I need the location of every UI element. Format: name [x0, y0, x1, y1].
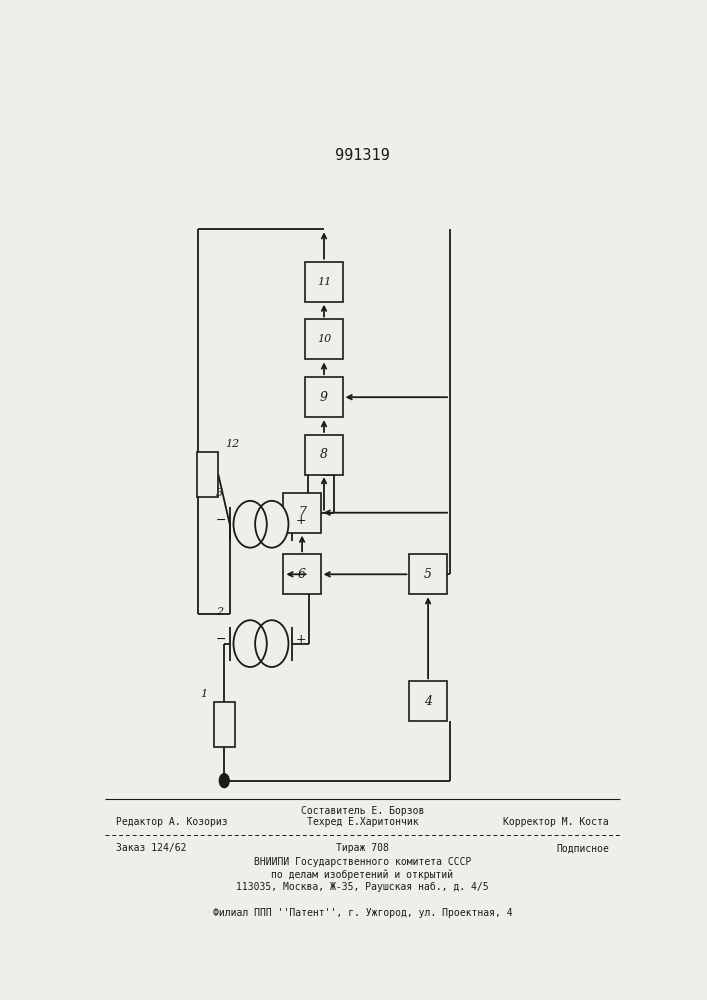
Circle shape	[255, 501, 288, 548]
Bar	[214, 702, 235, 747]
Text: Техред Е.Харитончик: Техред Е.Харитончик	[307, 817, 418, 827]
Bar	[409, 554, 447, 594]
Circle shape	[219, 774, 229, 788]
Text: по делам изобретений и открытий: по делам изобретений и открытий	[271, 869, 453, 880]
Circle shape	[255, 620, 288, 667]
Text: +: +	[296, 633, 306, 646]
Text: ВНИИПИ Государственного комитета СССР: ВНИИПИ Государственного комитета СССР	[254, 857, 471, 867]
Text: 4: 4	[424, 695, 432, 708]
Text: Корректор М. Коста: Корректор М. Коста	[503, 817, 609, 827]
Text: −: −	[216, 514, 226, 527]
Text: Составитель Е. Борзов: Составитель Е. Борзов	[300, 806, 424, 816]
Text: −: −	[216, 633, 226, 646]
Bar	[305, 377, 343, 417]
Text: Заказ 124/62: Заказ 124/62	[116, 843, 186, 853]
Text: Редактор А. Козориз: Редактор А. Козориз	[116, 817, 228, 827]
Text: 3: 3	[216, 488, 223, 498]
Bar	[305, 319, 343, 359]
Text: 113035, Москва, Ж-35, Раушская наб., д. 4/5: 113035, Москва, Ж-35, Раушская наб., д. …	[236, 882, 489, 892]
Text: 2: 2	[216, 607, 223, 617]
Text: Подписное: Подписное	[556, 843, 609, 853]
Bar	[305, 435, 343, 475]
Text: 5: 5	[424, 568, 432, 581]
Bar	[284, 554, 321, 594]
Bar	[197, 452, 218, 497]
Text: 10: 10	[317, 334, 331, 344]
Text: 6: 6	[298, 568, 306, 581]
Text: 7: 7	[298, 506, 306, 519]
Text: Тираж 708: Тираж 708	[336, 843, 389, 853]
Text: 1: 1	[200, 689, 207, 699]
Bar	[305, 262, 343, 302]
Bar	[409, 681, 447, 721]
Text: +: +	[296, 514, 306, 527]
Text: 9: 9	[320, 391, 328, 404]
Text: Филиал ППП ''Патент'', г. Ужгород, ул. Проектная, 4: Филиал ППП ''Патент'', г. Ужгород, ул. П…	[213, 908, 512, 918]
Text: 11: 11	[317, 277, 331, 287]
Circle shape	[233, 501, 267, 548]
Text: 12: 12	[225, 439, 239, 449]
Circle shape	[233, 620, 267, 667]
Bar	[284, 493, 321, 533]
Text: 8: 8	[320, 448, 328, 461]
Text: 991319: 991319	[335, 148, 390, 163]
